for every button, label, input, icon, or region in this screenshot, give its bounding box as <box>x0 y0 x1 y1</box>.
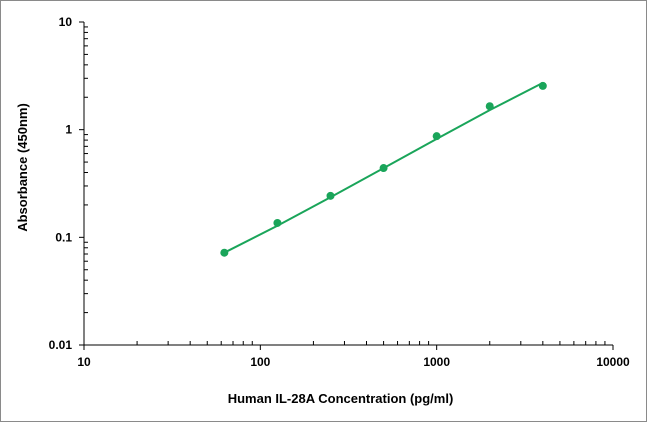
data-point <box>538 81 547 90</box>
data-point <box>273 218 282 227</box>
y-tick-label: 0.1 <box>55 230 72 244</box>
y-tick-label: 10 <box>59 15 73 29</box>
data-point <box>220 248 229 257</box>
x-axis-title: Human IL-28A Concentration (pg/ml) <box>228 391 454 406</box>
data-point <box>326 191 335 200</box>
tick-labels: 10 100 1000 10000 0.01 0.1 1 10 <box>49 15 630 369</box>
y-tick-label: 0.01 <box>49 338 73 352</box>
ticks <box>79 21 614 350</box>
x-tick-label: 100 <box>250 355 270 369</box>
data-point <box>379 164 388 173</box>
x-tick-label: 10 <box>77 355 91 369</box>
data-point <box>485 102 494 111</box>
data-points <box>220 81 547 257</box>
axes <box>83 22 613 346</box>
data-point <box>432 132 441 141</box>
x-tick-label: 1000 <box>423 355 450 369</box>
x-tick-label: 10000 <box>596 355 630 369</box>
y-tick-label: 1 <box>65 123 72 137</box>
y-axis-title: Absorbance (450nm) <box>15 103 30 232</box>
